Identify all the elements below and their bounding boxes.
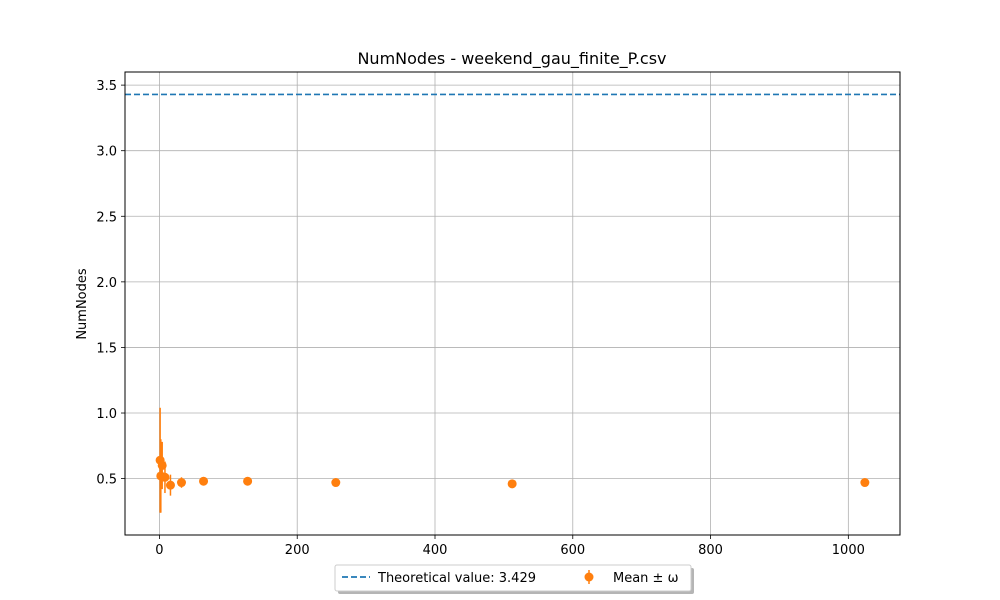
grid (125, 72, 900, 535)
data-point (331, 478, 341, 488)
data-point (165, 480, 175, 490)
data-point (860, 478, 870, 488)
data-point (160, 472, 170, 482)
x-tick-label: 600 (560, 543, 585, 558)
x-tick-label: 0 (155, 543, 163, 558)
y-tick-label: 0.5 (96, 473, 117, 488)
legend-series-label: Mean ± ω (613, 571, 678, 586)
x-tick-label: 800 (698, 543, 723, 558)
y-tick-label: 1.0 (96, 407, 117, 422)
legend-box (334, 564, 692, 592)
chart-title: NumNodes - weekend_gau_finite_P.csv (357, 49, 666, 69)
x-tick-label: 200 (285, 543, 310, 558)
y-tick-label: 3.5 (96, 79, 117, 94)
ticks: 0 200 400 600 800 1000 0.5 1.0 1.5 2.0 2.5 3.0 3.5 (96, 79, 865, 558)
y-tick-label: 2.5 (96, 210, 117, 225)
data-point (199, 476, 209, 486)
y-tick-label: 1.5 (96, 341, 117, 356)
legend-theoretical-label: Theoretical value: 3.429 (377, 571, 536, 586)
y-axis-label: NumNodes (75, 268, 90, 340)
data-point (507, 479, 517, 489)
x-tick-label: 400 (423, 543, 448, 558)
y-tick-label: 3.0 (96, 145, 117, 160)
data-point (176, 478, 186, 488)
axes-frame (124, 71, 901, 536)
legend-mean-marker (584, 572, 594, 582)
y-tick-label: 2.0 (96, 276, 117, 291)
plot-area (125, 93, 900, 513)
x-tick-label: 1000 (832, 543, 865, 558)
data-point (243, 476, 253, 486)
legend: Theoretical value: 3.429 Mean ± ω (334, 564, 694, 594)
